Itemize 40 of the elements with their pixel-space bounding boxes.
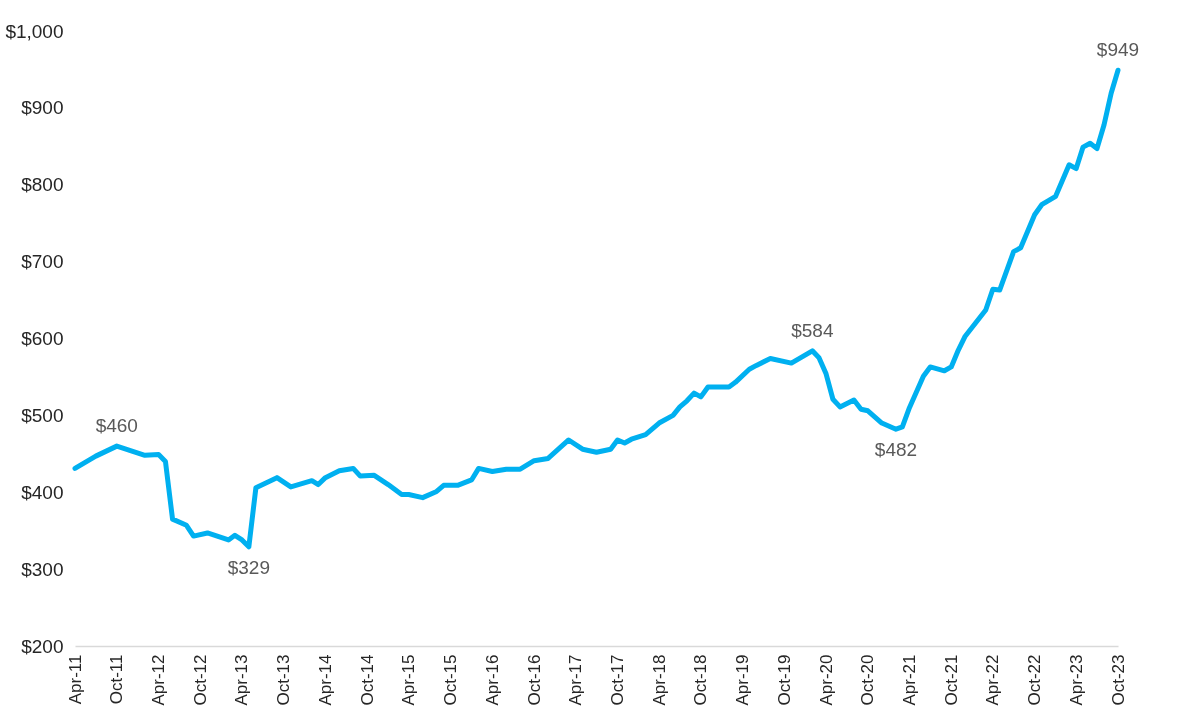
y-tick-label: $600 <box>21 328 64 349</box>
x-tick-label: Oct-16 <box>524 654 544 706</box>
x-tick-label: Apr-12 <box>149 654 169 706</box>
y-tick-label: $300 <box>21 558 64 580</box>
y-tick-label: $900 <box>21 97 64 119</box>
y-tick-label: $1,000 <box>5 20 64 42</box>
x-tick-label: Oct-12 <box>190 654 210 706</box>
x-tick-label: Oct-20 <box>858 654 878 706</box>
y-tick-label: $800 <box>21 174 64 196</box>
x-tick-label: Apr-22 <box>983 654 1003 706</box>
x-tick-label: Apr-20 <box>816 654 836 706</box>
x-tick-label: Oct-15 <box>441 654 461 706</box>
x-tick-label: Oct-11 <box>107 654 127 705</box>
y-tick-label: $200 <box>21 635 64 657</box>
annotation: $460 <box>95 415 138 437</box>
y-tick-label: $500 <box>21 404 64 426</box>
annotation: $329 <box>227 556 270 578</box>
y-tick-label: $400 <box>21 481 64 503</box>
x-tick-label: Oct-19 <box>774 654 794 706</box>
x-tick-label: Oct-17 <box>608 654 628 706</box>
x-tick-label: Apr-15 <box>399 654 419 706</box>
x-tick-label: Oct-14 <box>357 654 377 706</box>
x-tick-label: Apr-23 <box>1066 654 1086 706</box>
x-tick-label: Apr-19 <box>732 654 752 706</box>
annotation: $949 <box>1096 39 1140 61</box>
x-tick-label: Oct-21 <box>941 654 961 706</box>
x-tick-label: Apr-17 <box>566 654 586 706</box>
annotation: $482 <box>874 439 918 461</box>
x-tick-label: Apr-11 <box>65 654 85 705</box>
x-tick-label: Apr-16 <box>482 654 502 706</box>
x-tick-label: Apr-14 <box>315 654 335 706</box>
x-tick-label: Apr-13 <box>232 654 252 706</box>
x-tick-label: Apr-21 <box>899 654 919 706</box>
x-tick-label: Oct-23 <box>1108 654 1128 706</box>
x-tick-label: Oct-13 <box>274 654 294 706</box>
y-tick-label: $700 <box>21 251 64 273</box>
x-tick-label: Oct-18 <box>691 654 711 706</box>
x-tick-label: Oct-22 <box>1025 654 1045 706</box>
annotation: $584 <box>791 319 834 341</box>
x-tick-label: Apr-18 <box>649 654 669 706</box>
